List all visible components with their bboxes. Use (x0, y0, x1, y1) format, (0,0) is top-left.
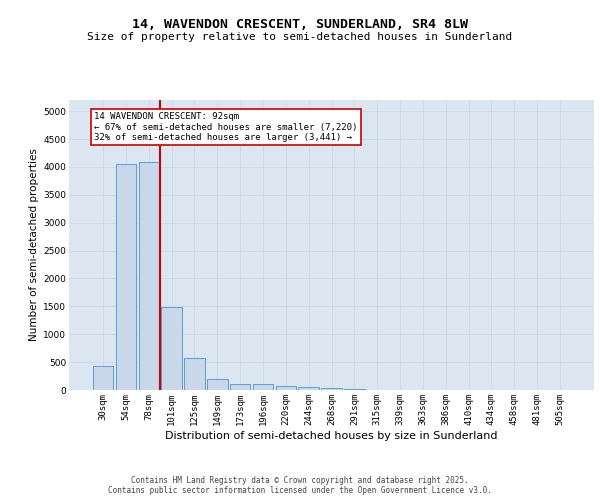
Bar (207, 380, 227, 390)
Bar (139, 162, 159, 390)
Text: Size of property relative to semi-detached houses in Sunderland: Size of property relative to semi-detach… (88, 32, 512, 42)
X-axis label: Distribution of semi-detached houses by size in Sunderland: Distribution of semi-detached houses by … (165, 430, 498, 440)
Bar (184, 358, 205, 390)
Bar (298, 387, 319, 390)
Bar (230, 384, 250, 390)
Bar (253, 384, 273, 390)
Y-axis label: Number of semi-detached properties: Number of semi-detached properties (29, 148, 39, 342)
Text: Contains HM Land Registry data © Crown copyright and database right 2025.
Contai: Contains HM Land Registry data © Crown c… (108, 476, 492, 495)
Text: 14 WAVENDON CRESCENT: 92sqm
← 67% of semi-detached houses are smaller (7,220)
32: 14 WAVENDON CRESCENT: 92sqm ← 67% of sem… (94, 112, 358, 142)
Bar (116, 164, 136, 390)
Bar (275, 386, 296, 390)
Text: 14, WAVENDON CRESCENT, SUNDERLAND, SR4 8LW: 14, WAVENDON CRESCENT, SUNDERLAND, SR4 8… (132, 18, 468, 30)
Bar (93, 366, 113, 390)
Bar (321, 388, 342, 390)
Bar (161, 308, 182, 390)
